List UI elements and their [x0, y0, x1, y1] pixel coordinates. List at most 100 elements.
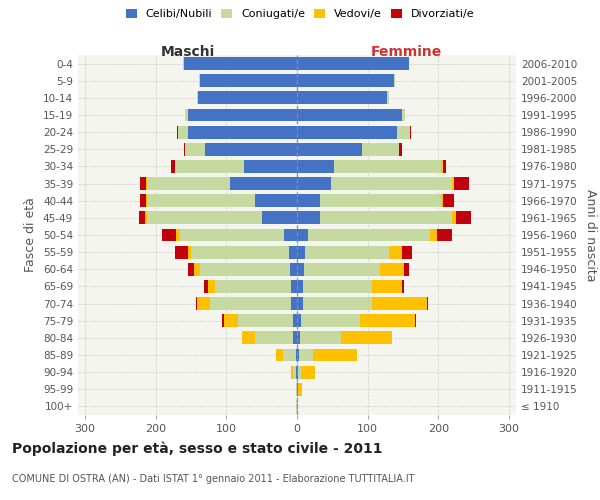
Bar: [297, 314, 301, 327]
Bar: [199, 74, 200, 87]
Bar: [334, 160, 441, 173]
Bar: [194, 263, 200, 276]
Bar: [304, 263, 380, 276]
Bar: [388, 92, 389, 104]
Legend: Celibi/Nubili, Coniugati/e, Vedovi/e, Divorziati/e: Celibi/Nubili, Coniugati/e, Vedovi/e, Di…: [122, 6, 478, 22]
Bar: [147, 212, 262, 224]
Bar: [372, 297, 427, 310]
Bar: [293, 332, 297, 344]
Bar: [301, 314, 360, 327]
Bar: [222, 314, 224, 327]
Bar: [305, 246, 389, 258]
Bar: [297, 92, 388, 104]
Bar: [427, 297, 428, 310]
Bar: [297, 246, 305, 258]
Bar: [205, 143, 297, 156]
Bar: [297, 366, 298, 378]
Bar: [415, 314, 416, 327]
Bar: [302, 280, 372, 293]
Text: Femmine: Femmine: [371, 46, 442, 60]
Bar: [372, 280, 402, 293]
Bar: [302, 297, 372, 310]
Bar: [400, 143, 401, 156]
Bar: [183, 57, 184, 70]
Text: COMUNE DI OSTRA (AN) - Dati ISTAT 1° gennaio 2011 - Elaborazione TUTTITALIA.IT: COMUNE DI OSTRA (AN) - Dati ISTAT 1° gen…: [12, 474, 415, 484]
Bar: [185, 143, 205, 156]
Bar: [296, 400, 297, 413]
Y-axis label: Anni di nascita: Anni di nascita: [584, 188, 597, 281]
Bar: [175, 160, 244, 173]
Bar: [292, 280, 297, 293]
Bar: [283, 348, 296, 362]
Bar: [178, 126, 188, 138]
Bar: [297, 280, 302, 293]
Bar: [177, 126, 178, 138]
Bar: [188, 108, 297, 122]
Bar: [284, 228, 297, 241]
Bar: [430, 228, 437, 241]
Bar: [254, 194, 297, 207]
Bar: [452, 177, 454, 190]
Bar: [437, 228, 452, 241]
Bar: [410, 126, 411, 138]
Bar: [297, 108, 401, 122]
Bar: [292, 297, 297, 310]
Bar: [394, 74, 395, 87]
Bar: [296, 383, 297, 396]
Bar: [402, 280, 404, 293]
Bar: [145, 212, 147, 224]
Bar: [215, 280, 292, 293]
Bar: [360, 314, 415, 327]
Bar: [175, 246, 188, 258]
Bar: [362, 143, 399, 156]
Bar: [297, 212, 320, 224]
Bar: [297, 228, 308, 241]
Bar: [254, 332, 293, 344]
Bar: [456, 212, 472, 224]
Bar: [454, 177, 469, 190]
Bar: [147, 194, 254, 207]
Bar: [180, 228, 284, 241]
Bar: [191, 246, 289, 258]
Bar: [296, 348, 297, 362]
Bar: [297, 348, 299, 362]
Bar: [188, 126, 297, 138]
Bar: [441, 194, 443, 207]
Bar: [298, 383, 302, 396]
Bar: [320, 194, 441, 207]
Bar: [197, 92, 198, 104]
Bar: [200, 263, 290, 276]
Bar: [297, 194, 320, 207]
Text: Maschi: Maschi: [160, 46, 215, 60]
Bar: [297, 160, 334, 173]
Bar: [300, 332, 341, 344]
Bar: [140, 177, 146, 190]
Bar: [401, 246, 412, 258]
Bar: [441, 160, 443, 173]
Bar: [341, 332, 392, 344]
Bar: [297, 383, 298, 396]
Bar: [297, 57, 409, 70]
Bar: [331, 177, 452, 190]
Bar: [244, 160, 297, 173]
Bar: [262, 212, 297, 224]
Bar: [200, 74, 297, 87]
Bar: [184, 143, 185, 156]
Bar: [297, 74, 394, 87]
Bar: [297, 297, 302, 310]
Bar: [399, 143, 400, 156]
Bar: [299, 348, 313, 362]
Bar: [205, 280, 208, 293]
Bar: [313, 348, 357, 362]
Bar: [297, 177, 331, 190]
Bar: [276, 348, 283, 362]
Bar: [297, 332, 300, 344]
Bar: [197, 297, 210, 310]
Bar: [389, 246, 401, 258]
Bar: [297, 263, 304, 276]
Bar: [238, 314, 293, 327]
Bar: [224, 314, 238, 327]
Bar: [289, 246, 297, 258]
Bar: [293, 366, 296, 378]
Bar: [188, 246, 191, 258]
